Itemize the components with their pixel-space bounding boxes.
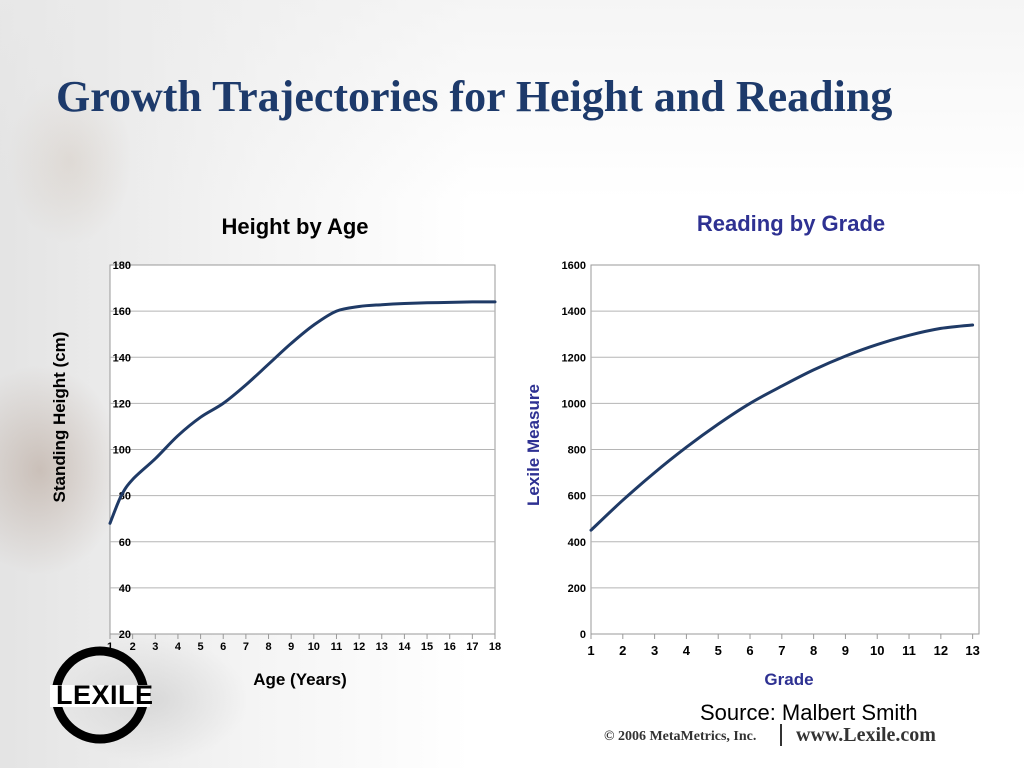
height-x-tick-label: 13: [376, 641, 388, 653]
height-x-tick-label: 2: [130, 641, 136, 653]
height-chart-title: Height by Age: [221, 214, 369, 239]
height-y-tick-label: 20: [119, 629, 131, 641]
height-y-tick-label: 120: [113, 398, 131, 410]
reading-chart-title: Reading by Grade: [696, 211, 886, 236]
reading-x-tick-label: 4: [683, 643, 691, 658]
reading-y-tick-label: 400: [568, 537, 586, 549]
website-text: www.Lexile.com: [796, 724, 936, 746]
reading-y-tick-label: 1400: [562, 306, 586, 318]
height-y-tick-label: 180: [113, 260, 131, 272]
height-y-tick-label: 160: [113, 306, 131, 318]
height-x-tick-label: 17: [466, 641, 478, 653]
height-x-tick-label: 12: [353, 641, 365, 653]
reading-y-tick-label: 1200: [562, 352, 586, 364]
reading-x-tick-label: 11: [902, 643, 916, 658]
reading-x-tick-label: 12: [934, 643, 948, 658]
reading-y-tick-label: 1000: [562, 398, 586, 410]
reading-x-tick-label: 7: [778, 643, 785, 658]
height-x-tick-label: 11: [331, 641, 343, 653]
height-x-tick-label: 4: [175, 641, 182, 653]
height-x-tick-label: 1: [107, 641, 113, 653]
reading-y-tick-label: 1600: [562, 260, 586, 272]
height-x-tick-label: 16: [444, 641, 456, 653]
height-x-tick-label: 18: [489, 641, 501, 653]
reading-x-axis-label: Grade: [764, 670, 814, 689]
reading-x-tick-label: 2: [619, 643, 626, 658]
height-x-tick-label: 6: [220, 641, 226, 653]
height-x-tick-label: 8: [265, 641, 271, 653]
reading-y-axis-label: Lexile Measure: [524, 384, 543, 506]
reading-x-tick-label: 6: [746, 643, 753, 658]
reading-y-tick-label: 0: [580, 629, 586, 641]
logo-text: LEXILE: [56, 680, 154, 710]
height-y-tick-label: 40: [119, 583, 131, 595]
height-series-line: [108, 300, 497, 525]
reading-x-tick-label: 10: [870, 643, 884, 658]
height-x-tick-label: 7: [243, 641, 249, 653]
height-y-tick-label: 140: [113, 352, 131, 364]
height-y-tick-label: 60: [119, 537, 131, 549]
reading-x-tick-label: 1: [587, 643, 594, 658]
slide-title: Growth Trajectories for Height and Readi…: [56, 72, 893, 121]
reading-series-line: [589, 323, 975, 532]
reading-x-tick-label: 13: [965, 643, 979, 658]
reading-x-tick-label: 8: [810, 643, 817, 658]
height-y-axis-label: Standing Height (cm): [50, 331, 69, 503]
height-x-tick-label: 15: [421, 641, 433, 653]
source-note: Source: Malbert Smith: [700, 700, 918, 725]
reading-x-tick-label: 5: [715, 643, 722, 658]
reading-x-tick-label: 9: [842, 643, 849, 658]
height-y-tick-label: 100: [113, 445, 131, 457]
height-x-axis-label: Age (Years): [253, 670, 347, 689]
height-x-tick-label: 3: [152, 641, 158, 653]
height-x-tick-label: 9: [288, 641, 294, 653]
footer-divider: [780, 724, 782, 746]
height-x-tick-label: 5: [198, 641, 204, 653]
reading-y-tick-label: 200: [568, 583, 586, 595]
reading-y-tick-label: 800: [568, 445, 586, 457]
reading-y-tick-label: 600: [568, 491, 586, 503]
lexile-logo-icon: [50, 646, 150, 744]
reading-x-tick-label: 3: [651, 643, 658, 658]
height-x-tick-label: 14: [398, 641, 411, 653]
copyright-text: © 2006 MetaMetrics, Inc.: [604, 729, 757, 744]
height-x-tick-label: 10: [308, 641, 320, 653]
background-wash: [0, 0, 1024, 200]
